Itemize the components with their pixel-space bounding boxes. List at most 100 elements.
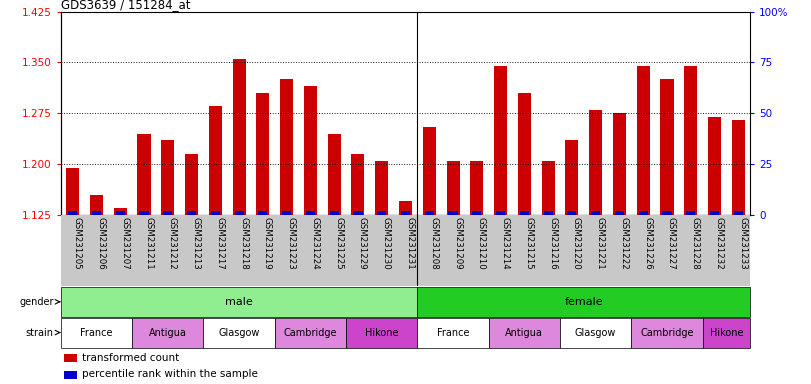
Text: GSM231223: GSM231223	[286, 217, 296, 270]
Text: GSM231209: GSM231209	[453, 217, 462, 270]
Bar	[304, 86, 317, 215]
Text: GSM231219: GSM231219	[263, 217, 272, 270]
Bar	[399, 202, 412, 215]
Bar	[328, 134, 341, 215]
Bar	[187, 210, 196, 215]
Text: GSM231229: GSM231229	[358, 217, 367, 270]
Bar	[423, 127, 436, 215]
Text: transformed count: transformed count	[81, 353, 178, 362]
Bar	[64, 371, 77, 379]
Text: GSM231206: GSM231206	[97, 217, 105, 270]
Text: GSM231221: GSM231221	[595, 217, 605, 270]
Bar	[329, 210, 339, 215]
Text: GSM231214: GSM231214	[500, 217, 509, 270]
Text: percentile rank within the sample: percentile rank within the sample	[81, 369, 257, 379]
Bar	[256, 93, 269, 215]
Bar	[132, 318, 204, 348]
Bar	[448, 210, 457, 215]
Text: GSM231210: GSM231210	[477, 217, 486, 270]
Text: GSM231233: GSM231233	[738, 217, 747, 270]
Bar	[638, 210, 648, 215]
Bar	[613, 113, 626, 215]
Text: GSM231224: GSM231224	[311, 217, 320, 270]
Bar	[375, 161, 388, 215]
Text: Hikone: Hikone	[365, 328, 398, 338]
Bar	[351, 154, 364, 215]
Bar	[418, 287, 750, 317]
Text: GSM231212: GSM231212	[168, 217, 177, 270]
Text: female: female	[564, 297, 603, 307]
Text: GSM231231: GSM231231	[406, 217, 414, 270]
Bar	[204, 318, 275, 348]
Bar	[346, 318, 418, 348]
Text: Antigua: Antigua	[149, 328, 187, 338]
Bar	[116, 210, 125, 215]
Bar	[377, 210, 386, 215]
Bar	[234, 210, 243, 215]
Text: GSM231211: GSM231211	[144, 217, 153, 270]
Text: gender: gender	[19, 297, 54, 307]
Text: GSM231208: GSM231208	[429, 217, 438, 270]
Bar	[185, 154, 198, 215]
Text: strain: strain	[26, 328, 54, 338]
Bar	[354, 210, 363, 215]
Bar	[470, 161, 483, 215]
Text: male: male	[225, 297, 253, 307]
Text: GSM231207: GSM231207	[120, 217, 129, 270]
Bar	[275, 318, 346, 348]
Bar	[64, 354, 77, 362]
Text: France: France	[437, 328, 470, 338]
Bar	[684, 66, 697, 215]
Bar	[494, 66, 507, 215]
Bar	[139, 210, 148, 215]
Bar	[496, 210, 505, 215]
Bar	[67, 167, 79, 215]
Bar	[163, 210, 173, 215]
Bar	[425, 210, 434, 215]
Bar	[517, 93, 531, 215]
Bar	[418, 318, 489, 348]
Bar	[591, 210, 600, 215]
Bar	[637, 66, 650, 215]
Bar	[68, 210, 77, 215]
Bar	[543, 210, 553, 215]
Bar	[401, 210, 410, 215]
Bar	[565, 141, 578, 215]
Text: GSM231218: GSM231218	[239, 217, 248, 270]
Text: GSM231225: GSM231225	[334, 217, 343, 270]
Text: GSM231228: GSM231228	[691, 217, 700, 270]
Bar	[138, 134, 151, 215]
Bar	[61, 287, 418, 317]
Bar	[282, 210, 291, 215]
Bar	[702, 318, 750, 348]
Bar	[258, 210, 268, 215]
Text: GDS3639 / 151284_at: GDS3639 / 151284_at	[61, 0, 191, 12]
Text: GSM231227: GSM231227	[667, 217, 676, 270]
Text: Antigua: Antigua	[505, 328, 543, 338]
Bar	[663, 210, 672, 215]
Bar	[208, 106, 222, 215]
Bar	[732, 120, 744, 215]
Text: Hikone: Hikone	[710, 328, 743, 338]
Bar	[686, 210, 695, 215]
Bar	[211, 210, 220, 215]
Bar	[734, 210, 743, 215]
Bar	[631, 318, 702, 348]
Bar	[660, 79, 673, 215]
Bar	[589, 110, 603, 215]
Bar	[708, 117, 721, 215]
Text: GSM231215: GSM231215	[525, 217, 534, 270]
Text: GSM231205: GSM231205	[73, 217, 82, 270]
Text: Cambridge: Cambridge	[640, 328, 693, 338]
Bar	[560, 318, 631, 348]
Text: GSM231213: GSM231213	[191, 217, 200, 270]
Text: GSM231220: GSM231220	[572, 217, 581, 270]
Bar	[90, 195, 103, 215]
Text: GSM231230: GSM231230	[382, 217, 391, 270]
Bar	[710, 210, 719, 215]
Bar	[489, 318, 560, 348]
Text: France: France	[80, 328, 113, 338]
Bar	[472, 210, 482, 215]
Text: GSM231226: GSM231226	[643, 217, 652, 270]
Text: Cambridge: Cambridge	[284, 328, 337, 338]
